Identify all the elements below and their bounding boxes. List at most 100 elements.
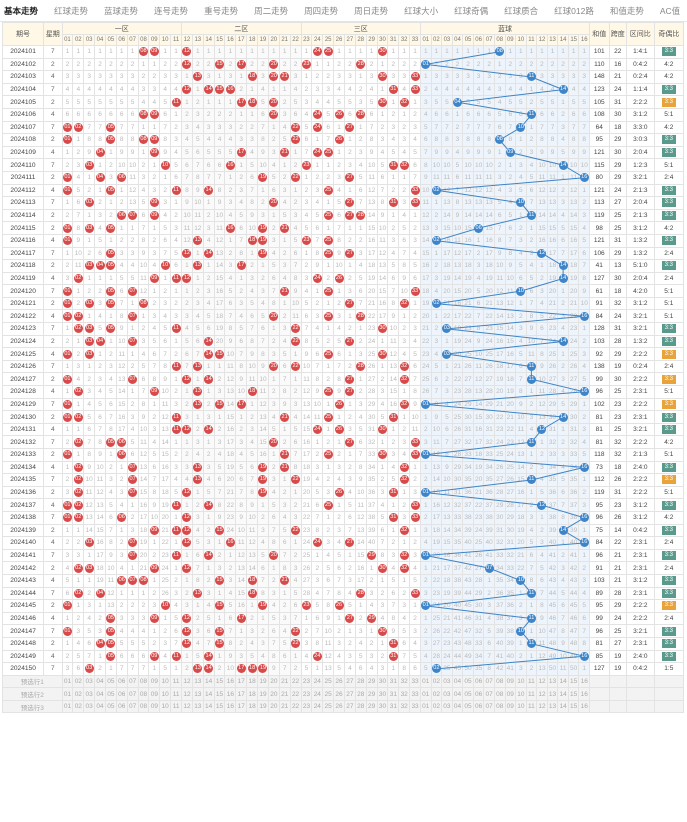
- tab-4[interactable]: 重号走势: [204, 5, 239, 16]
- tab-9[interactable]: 红球奇偶: [454, 5, 489, 16]
- preset-red-select[interactable]: 12: [181, 699, 193, 714]
- preset-blue-select[interactable]: 04: [451, 687, 464, 701]
- preset-blue-select[interactable]: 09: [504, 687, 517, 701]
- preset-blue-select[interactable]: 06: [472, 699, 485, 714]
- preset-red-select[interactable]: 15: [213, 699, 226, 714]
- preset-blue-select[interactable]: 09: [504, 674, 517, 689]
- preset-blue-select[interactable]: 13: [546, 687, 559, 701]
- preset-red-select[interactable]: 07: [126, 687, 139, 701]
- preset-red-select[interactable]: 31: [387, 674, 400, 689]
- preset-red-select[interactable]: 20: [267, 674, 280, 689]
- preset-red-select[interactable]: 33: [409, 699, 422, 714]
- preset-red-select[interactable]: 05: [104, 699, 117, 714]
- tab-0[interactable]: 基本走势: [4, 5, 39, 16]
- preset-red-select[interactable]: 16: [224, 699, 237, 714]
- preset-red-select[interactable]: 27: [343, 687, 356, 701]
- preset-red-select[interactable]: 10: [159, 674, 172, 689]
- tab-10[interactable]: 红球质合: [504, 5, 539, 16]
- tab-7[interactable]: 周日走势: [354, 5, 389, 16]
- preset-red-select[interactable]: 30: [376, 699, 389, 714]
- preset-red-select[interactable]: 01: [61, 674, 74, 689]
- preset-blue-select[interactable]: 05: [462, 699, 474, 714]
- preset-blue-select[interactable]: 07: [483, 687, 495, 701]
- preset-row[interactable]: 预选行3 01 02 03 04 05 06 07 08 09 10 11 12 13 14 15 16 17 18…: [2, 699, 685, 714]
- preset-red-select[interactable]: 02: [72, 699, 85, 714]
- preset-red-select[interactable]: 09: [148, 674, 161, 689]
- preset-red-select[interactable]: 14: [202, 674, 215, 689]
- preset-blue-select[interactable]: 02: [430, 687, 443, 701]
- preset-red-select[interactable]: 20: [267, 687, 280, 701]
- preset-red-select[interactable]: 15: [213, 674, 226, 689]
- preset-blue-select[interactable]: 15: [567, 687, 580, 701]
- preset-blue-select[interactable]: 07: [483, 699, 495, 714]
- preset-red-select[interactable]: 05: [104, 674, 117, 689]
- preset-red-select[interactable]: 03: [83, 699, 96, 714]
- preset-red-select[interactable]: 26: [333, 687, 345, 701]
- preset-blue-select[interactable]: 01: [420, 674, 432, 689]
- preset-red-select[interactable]: 25: [322, 687, 335, 701]
- preset-red-select[interactable]: 01: [61, 687, 74, 701]
- preset-red-select[interactable]: 24: [311, 699, 324, 714]
- preset-red-select[interactable]: 16: [224, 674, 237, 689]
- preset-blue-select[interactable]: 11: [525, 674, 538, 689]
- preset-red-select[interactable]: 23: [300, 699, 313, 714]
- preset-blue-select[interactable]: 12: [536, 687, 548, 701]
- preset-blue-select[interactable]: 10: [515, 674, 527, 689]
- preset-red-select[interactable]: 08: [137, 674, 150, 689]
- preset-blue-select[interactable]: 16: [578, 674, 590, 689]
- preset-red-select[interactable]: 09: [148, 687, 161, 701]
- preset-blue-select[interactable]: 10: [515, 699, 527, 714]
- preset-red-select[interactable]: 03: [83, 687, 96, 701]
- preset-red-select[interactable]: 28: [354, 674, 367, 689]
- preset-red-select[interactable]: 22: [289, 687, 302, 701]
- preset-red-select[interactable]: 18: [246, 699, 259, 714]
- preset-blue-select[interactable]: 16: [578, 687, 590, 701]
- preset-red-select[interactable]: 27: [343, 674, 356, 689]
- tab-6[interactable]: 周四走势: [304, 5, 339, 16]
- preset-red-select[interactable]: 08: [137, 699, 150, 714]
- preset-red-select[interactable]: 32: [398, 699, 411, 714]
- preset-red-select[interactable]: 01: [61, 699, 74, 714]
- preset-red-select[interactable]: 30: [376, 687, 389, 701]
- preset-blue-select[interactable]: 15: [567, 699, 580, 714]
- preset-red-select[interactable]: 02: [72, 674, 85, 689]
- preset-blue-select[interactable]: 12: [536, 674, 548, 689]
- preset-red-select[interactable]: 33: [409, 687, 422, 701]
- preset-red-select[interactable]: 25: [322, 699, 335, 714]
- preset-blue-select[interactable]: 02: [430, 699, 443, 714]
- preset-red-select[interactable]: 16: [224, 687, 237, 701]
- preset-red-select[interactable]: 05: [104, 687, 117, 701]
- preset-red-select[interactable]: 14: [202, 699, 215, 714]
- preset-red-select[interactable]: 17: [235, 687, 248, 701]
- preset-red-select[interactable]: 31: [387, 699, 400, 714]
- preset-red-select[interactable]: 11: [170, 687, 183, 701]
- preset-red-select[interactable]: 26: [333, 699, 345, 714]
- preset-red-select[interactable]: 12: [181, 687, 193, 701]
- preset-red-select[interactable]: 33: [409, 674, 422, 689]
- preset-red-select[interactable]: 11: [170, 674, 183, 689]
- preset-blue-select[interactable]: 13: [546, 699, 559, 714]
- preset-blue-select[interactable]: 13: [546, 674, 559, 689]
- preset-blue-select[interactable]: 12: [536, 699, 548, 714]
- preset-red-select[interactable]: 15: [213, 687, 226, 701]
- preset-red-select[interactable]: 23: [300, 687, 313, 701]
- tab-12[interactable]: 和值走势: [609, 5, 644, 16]
- preset-red-select[interactable]: 18: [246, 687, 259, 701]
- preset-red-select[interactable]: 21: [278, 699, 291, 714]
- preset-blue-select[interactable]: 04: [451, 699, 464, 714]
- preset-blue-select[interactable]: 11: [525, 687, 538, 701]
- preset-red-select[interactable]: 11: [170, 699, 183, 714]
- preset-blue-select[interactable]: 14: [557, 687, 569, 701]
- preset-red-select[interactable]: 30: [376, 674, 389, 689]
- tab-5[interactable]: 周二走势: [254, 5, 289, 16]
- preset-red-select[interactable]: 20: [267, 699, 280, 714]
- preset-row[interactable]: 预选行2 01 02 03 04 05 06 07 08 09 10 11 12 13 14 15 16 17 18…: [2, 687, 685, 701]
- preset-blue-select[interactable]: 01: [420, 687, 432, 701]
- preset-blue-select[interactable]: 03: [441, 687, 453, 701]
- tab-1[interactable]: 红球走势: [54, 5, 89, 16]
- preset-red-select[interactable]: 28: [354, 699, 367, 714]
- tab-3[interactable]: 连号走势: [154, 5, 189, 16]
- preset-blue-select[interactable]: 07: [483, 674, 495, 689]
- preset-red-select[interactable]: 07: [126, 674, 139, 689]
- tab-13[interactable]: AC值: [659, 5, 681, 16]
